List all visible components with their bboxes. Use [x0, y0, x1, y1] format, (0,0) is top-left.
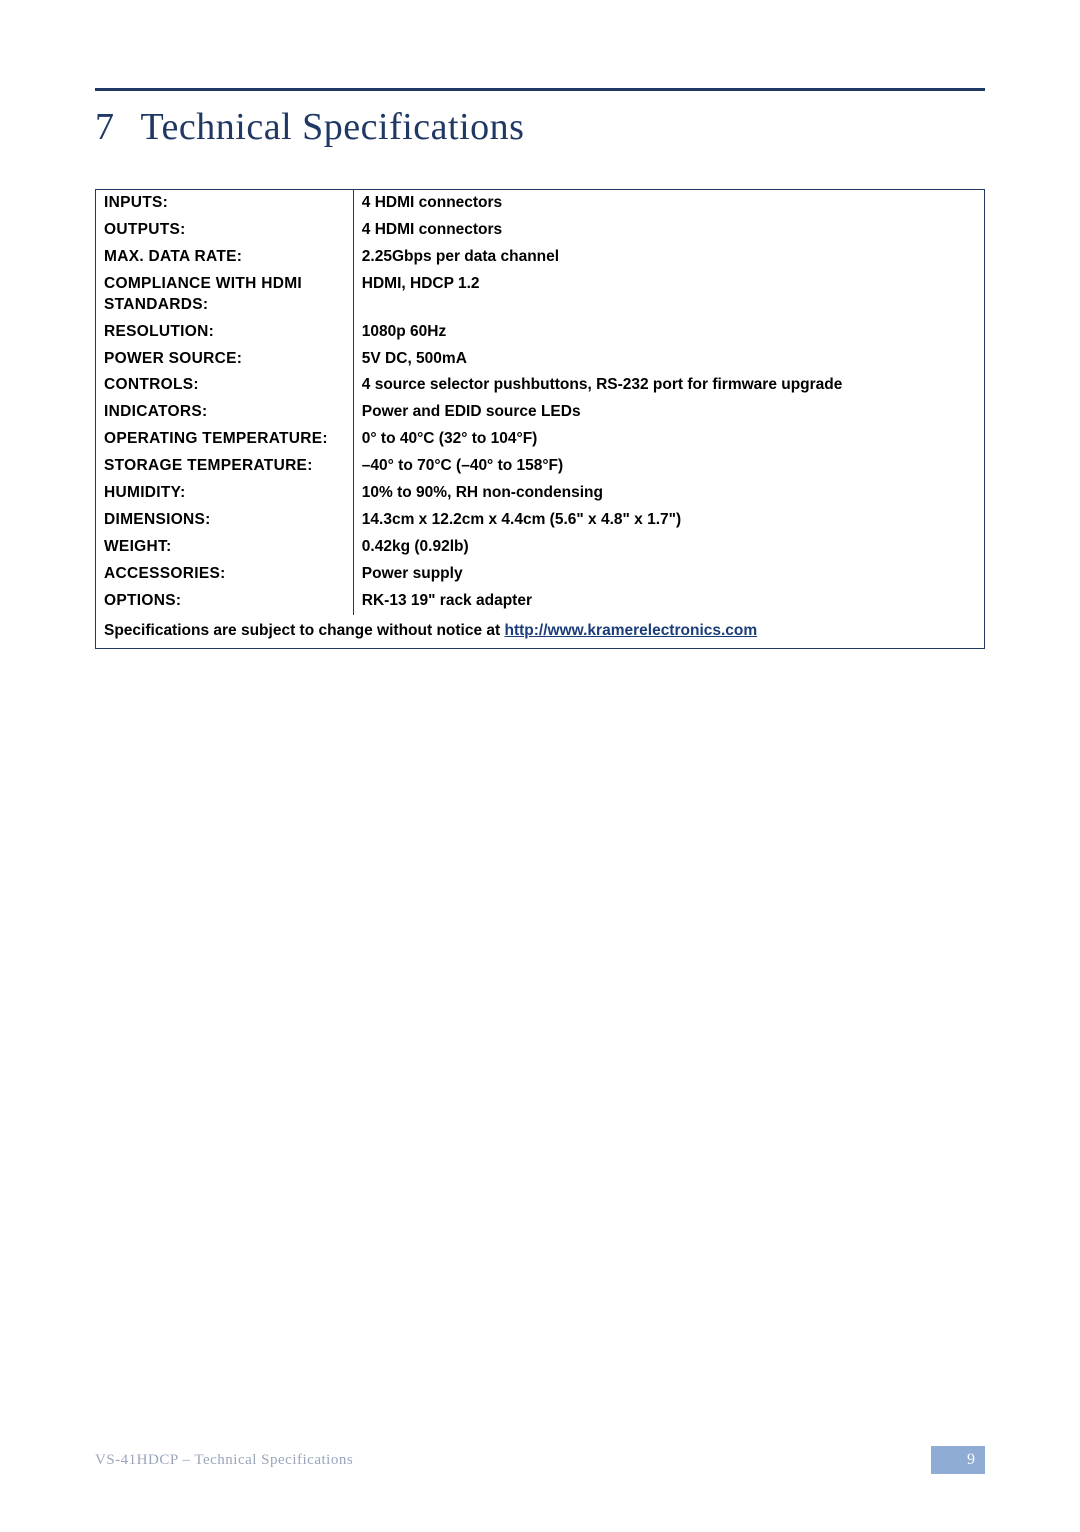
table-row: STORAGE TEMPERATURE:–40° to 70°C (–40° t…: [96, 453, 985, 480]
table-row: MAX. DATA RATE:2.25Gbps per data channel: [96, 244, 985, 271]
spec-label: OPERATING TEMPERATURE:: [96, 426, 354, 453]
table-footer-row: Specifications are subject to change wit…: [96, 615, 985, 648]
table-row: INPUTS:4 HDMI connectors: [96, 190, 985, 217]
spec-footer-cell: Specifications are subject to change wit…: [96, 615, 985, 648]
spec-value: –40° to 70°C (–40° to 158°F): [353, 453, 984, 480]
table-row: POWER SOURCE:5V DC, 500mA: [96, 346, 985, 373]
spec-label: INDICATORS:: [96, 399, 354, 426]
section-heading: 7 Technical Specifications: [95, 105, 985, 149]
section-number: 7: [95, 106, 115, 148]
table-row: WEIGHT:0.42kg (0.92lb): [96, 534, 985, 561]
spec-value: RK-13 19" rack adapter: [353, 588, 984, 615]
spec-value: 14.3cm x 12.2cm x 4.4cm (5.6" x 4.8" x 1…: [353, 507, 984, 534]
spec-value: 4 HDMI connectors: [353, 190, 984, 217]
spec-value: Power and EDID source LEDs: [353, 399, 984, 426]
table-row: CONTROLS:4 source selector pushbuttons, …: [96, 372, 985, 399]
spec-label: POWER SOURCE:: [96, 346, 354, 373]
spec-value: 10% to 90%, RH non-condensing: [353, 480, 984, 507]
table-row: HUMIDITY:10% to 90%, RH non-condensing: [96, 480, 985, 507]
spec-table: INPUTS:4 HDMI connectorsOUTPUTS:4 HDMI c…: [95, 189, 985, 649]
spec-tbody: INPUTS:4 HDMI connectorsOUTPUTS:4 HDMI c…: [96, 190, 985, 649]
spec-value: 5V DC, 500mA: [353, 346, 984, 373]
spec-value: 1080p 60Hz: [353, 319, 984, 346]
footer-left-text: VS-41HDCP – Technical Specifications: [95, 1452, 353, 1469]
spec-value: 0° to 40°C (32° to 104°F): [353, 426, 984, 453]
spec-value: 0.42kg (0.92lb): [353, 534, 984, 561]
section-title: Technical Specifications: [141, 106, 525, 148]
top-rule: [95, 88, 985, 91]
table-row: DIMENSIONS:14.3cm x 12.2cm x 4.4cm (5.6"…: [96, 507, 985, 534]
spec-label: OUTPUTS:: [96, 217, 354, 244]
table-row: OPTIONS:RK-13 19" rack adapter: [96, 588, 985, 615]
spec-label: HUMIDITY:: [96, 480, 354, 507]
spec-label: RESOLUTION:: [96, 319, 354, 346]
spec-label: MAX. DATA RATE:: [96, 244, 354, 271]
footer-prefix: Specifications are subject to change wit…: [104, 622, 505, 639]
spec-value: HDMI, HDCP 1.2: [353, 271, 984, 319]
spec-value: 2.25Gbps per data channel: [353, 244, 984, 271]
spec-label: ACCESSORIES:: [96, 561, 354, 588]
spec-value: 4 HDMI connectors: [353, 217, 984, 244]
spec-label: STORAGE TEMPERATURE:: [96, 453, 354, 480]
table-row: RESOLUTION:1080p 60Hz: [96, 319, 985, 346]
table-row: OUTPUTS:4 HDMI connectors: [96, 217, 985, 244]
spec-label: CONTROLS:: [96, 372, 354, 399]
spec-value: Power supply: [353, 561, 984, 588]
page-footer: VS-41HDCP – Technical Specifications 9: [95, 1446, 985, 1474]
spec-label: OPTIONS:: [96, 588, 354, 615]
spec-label: DIMENSIONS:: [96, 507, 354, 534]
table-row: ACCESSORIES:Power supply: [96, 561, 985, 588]
spec-label: WEIGHT:: [96, 534, 354, 561]
table-row: COMPLIANCE WITH HDMI STANDARDS:HDMI, HDC…: [96, 271, 985, 319]
table-row: INDICATORS:Power and EDID source LEDs: [96, 399, 985, 426]
spec-label: COMPLIANCE WITH HDMI STANDARDS:: [96, 271, 354, 319]
spec-value: 4 source selector pushbuttons, RS-232 po…: [353, 372, 984, 399]
footer-link[interactable]: http://www.kramerelectronics.com: [505, 622, 758, 639]
page-number: 9: [931, 1446, 985, 1474]
table-row: OPERATING TEMPERATURE:0° to 40°C (32° to…: [96, 426, 985, 453]
spec-label: INPUTS:: [96, 190, 354, 217]
